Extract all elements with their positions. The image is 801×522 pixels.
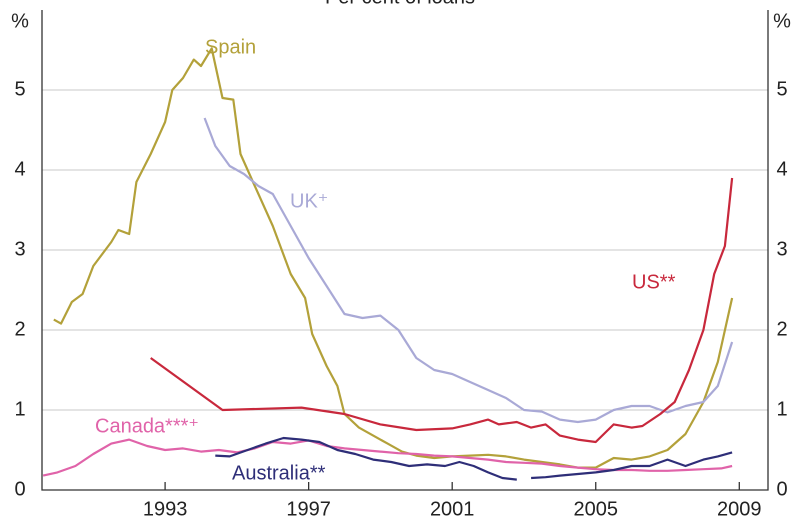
y2-tick-label: 0 [776,478,787,500]
series-label: Canada***⁺ [95,415,199,437]
x-tick-label: 2009 [717,498,762,520]
y2-tick-label: 2 [776,318,787,340]
series-line [215,436,733,481]
x-tick-label: 2005 [573,498,618,520]
y2-tick-label: 1 [776,398,787,420]
x-tick-label: 1993 [143,498,188,520]
y-tick-label: 2 [14,318,25,340]
series-label: UK⁺ [290,190,328,212]
y2-axis-label: % [773,10,791,32]
axis-frame [41,10,769,491]
y-tick-label: 5 [14,78,25,100]
series-label: Australia** [232,462,326,484]
y2-tick-label: 3 [776,238,787,260]
series-line [42,438,733,477]
y-axis-label: % [11,10,29,32]
chart-title: Per cent of loans [325,0,475,8]
y-tick-label: 3 [14,238,25,260]
y2-tick-label: 5 [776,78,787,100]
series-label: Spain [205,36,256,58]
series-line [150,177,734,444]
y-tick-label: 1 [14,398,25,420]
x-tick-label: 1997 [286,498,331,520]
series-label: US** [632,271,676,293]
series-line [203,117,734,424]
x-tick-label: 2001 [430,498,475,520]
series-line [53,47,734,469]
y-tick-label: 4 [14,158,25,180]
y-tick-label: 0 [14,478,25,500]
y2-tick-label: 4 [776,158,787,180]
